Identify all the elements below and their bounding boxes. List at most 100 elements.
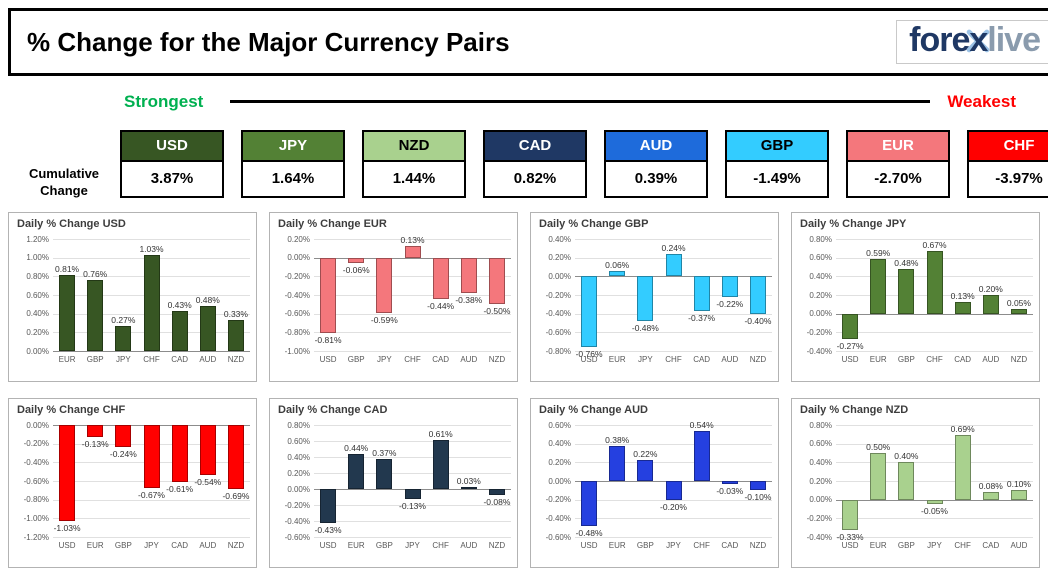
y-tick-label: -1.00% — [284, 346, 310, 356]
bar-value-label: -0.67% — [138, 489, 165, 500]
bar-value-label: 0.05% — [1006, 298, 1031, 308]
x-tick-label: JPY — [666, 541, 681, 550]
x-tick-label: EUR — [608, 541, 626, 550]
gridline — [836, 462, 1033, 464]
x-tick-label: CAD — [954, 355, 972, 364]
bar-EUR-GBP — [348, 257, 365, 264]
bar-value-label: -0.24% — [109, 449, 137, 460]
x-tick-label: JPY — [144, 541, 159, 550]
header: % Change for the Major Currency Pairs fo… — [8, 8, 1048, 76]
bar-EUR-JPY — [376, 257, 393, 313]
gridline — [836, 518, 1033, 520]
y-tick-label: -1.00% — [23, 513, 49, 523]
x-tick-label: GBP — [347, 355, 365, 364]
x-tick-label: NZD — [749, 355, 767, 364]
y-tick-label: -0.60% — [545, 532, 571, 542]
bar-GBP-CHF — [665, 253, 682, 277]
y-tick-label: 0.80% — [809, 234, 832, 244]
bar-CAD-NZD — [488, 489, 505, 496]
x-tick-label: USD — [841, 355, 859, 364]
x-tick-label: NZD — [749, 541, 767, 550]
x-tick-label: GBP — [636, 541, 654, 550]
y-tick-label: -0.60% — [284, 309, 310, 319]
chart-CHF: Daily % Change CHF 0.00% -0.20% -0.40% -0.60… — [8, 398, 257, 568]
currency-box-JPY: JPY 1.64% — [241, 130, 345, 198]
x-tick-label: CHF — [404, 355, 421, 364]
y-tick-label: -0.80% — [23, 495, 49, 505]
y-tick-label: -0.60% — [284, 532, 310, 542]
x-tick-label: CHF — [954, 541, 971, 550]
y-tick-label: 0.60% — [809, 439, 832, 449]
gridline — [53, 537, 250, 538]
x-tick-label: AUD — [1010, 541, 1028, 550]
x-tick-label: JPY — [927, 541, 942, 550]
bar-CHF-EUR — [87, 425, 104, 438]
x-tick-label: EUR — [86, 541, 104, 550]
bar-value-label: -0.48% — [575, 527, 603, 538]
y-tick-label: 0.20% — [26, 327, 49, 337]
y-tick-label: -0.40% — [545, 513, 571, 523]
bar-EUR-USD — [320, 257, 337, 334]
gridline — [575, 239, 772, 240]
y-tick-label: 0.20% — [287, 234, 310, 244]
chart-CAD: Daily % Change CAD 0.80% 0.60% 0.40% 0.20% 0.… — [269, 398, 518, 568]
currency-box-USD: USD 3.87% — [120, 130, 224, 198]
currency-box-GBP: GBP -1.49% — [725, 130, 829, 198]
strongest-label: Strongest — [124, 92, 204, 111]
cumulative-label-line1: Cumulative — [28, 166, 100, 181]
bar-NZD-JPY — [926, 499, 943, 505]
currency-box-EUR: EUR -2.70% — [846, 130, 950, 198]
bar-value-label: -0.13% — [399, 501, 426, 512]
logo-text-fore: fore — [909, 21, 970, 59]
bar-USD-CHF — [143, 254, 160, 351]
bar-AUD-GBP — [637, 460, 654, 481]
y-tick-label: -0.80% — [284, 327, 310, 337]
y-tick-label: -0.20% — [284, 500, 310, 510]
x-tick-label: GBP — [86, 355, 104, 364]
gridline — [314, 505, 511, 506]
bar-value-label: -0.27% — [836, 340, 864, 351]
x-tick-label: USD — [319, 541, 337, 550]
x-tick-label: JPY — [116, 355, 131, 364]
x-tick-label: EUR — [608, 355, 626, 364]
gridline — [575, 462, 772, 464]
bar-value-label: 1.03% — [139, 243, 164, 254]
x-tick-label: CAD — [171, 355, 189, 364]
bar-GBP-JPY — [637, 276, 654, 322]
y-tick-label: -0.40% — [806, 532, 832, 542]
bar-USD-JPY — [115, 325, 132, 351]
gridline — [575, 537, 772, 538]
logo-text-x: x — [969, 21, 988, 59]
bar-value-label: -0.22% — [716, 298, 744, 309]
y-tick-label: 1.00% — [26, 253, 49, 263]
bar-EUR-AUD — [460, 257, 477, 294]
forexlive-logo: fore xlive — [896, 20, 1048, 64]
bar-value-label: -0.61% — [166, 483, 194, 494]
bar-CHF-NZD — [227, 425, 244, 490]
x-tick-label: CHF — [693, 541, 710, 550]
y-tick-label: 0.40% — [26, 309, 49, 319]
bar-USD-CAD — [171, 310, 188, 351]
bar-value-label: 0.81% — [55, 264, 80, 275]
y-tick-label: 0.80% — [26, 271, 49, 281]
bar-CHF-JPY — [143, 425, 160, 488]
bar-CHF-USD — [59, 425, 76, 522]
chart-title-NZD: Daily % Change NZD — [800, 404, 909, 416]
bar-value-label: 0.22% — [633, 449, 658, 460]
currency-header-CHF: CHF — [969, 132, 1048, 162]
x-tick-label: CAD — [693, 355, 711, 364]
gridline — [575, 518, 772, 520]
bar-NZD-EUR — [870, 453, 887, 500]
y-tick-label: 0.00% — [287, 253, 310, 263]
bar-value-label: -0.13% — [81, 439, 109, 450]
y-tick-label: -0.40% — [545, 309, 571, 319]
x-tick-label: CAD — [432, 355, 450, 364]
x-tick-label: JPY — [638, 355, 653, 364]
x-tick-label: CAD — [721, 541, 739, 550]
bar-value-label: -0.20% — [660, 501, 687, 512]
gridline — [836, 332, 1033, 334]
chart-title-USD: Daily % Change USD — [17, 218, 126, 230]
currency-header-AUD: AUD — [606, 132, 706, 162]
chart-title-EUR: Daily % Change EUR — [278, 218, 387, 230]
gridline — [575, 313, 772, 315]
